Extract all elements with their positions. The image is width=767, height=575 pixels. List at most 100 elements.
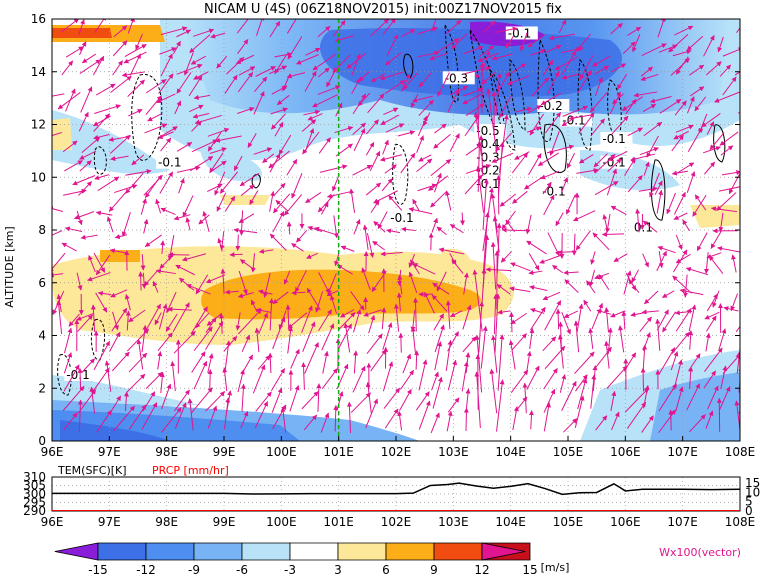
wind-vector: [416, 135, 424, 153]
wind-vector: [176, 72, 192, 94]
prcp-tick-label: 5: [745, 495, 753, 509]
wind-vector: [224, 289, 239, 295]
wind-vector: [696, 232, 708, 252]
wind-vector: [207, 183, 223, 192]
wind-vector: [379, 154, 403, 162]
wind-vector: [738, 410, 740, 414]
wind-vector: [353, 309, 362, 333]
wind-vector: [331, 174, 340, 192]
wind-vector: [447, 88, 460, 113]
wind-vector: [564, 279, 579, 293]
wind-vector: [573, 210, 596, 222]
x-tick-label: 108E: [725, 445, 756, 459]
wind-vector: [607, 158, 622, 173]
wind-vector: [95, 292, 108, 313]
sub-x-ticks: 96E 97E 98E 99E 100E 101E 102E 103E 104E 105E 106E…: [41, 515, 756, 529]
wind-vector: [136, 339, 144, 370]
wind-vector: [509, 286, 531, 293]
wind-vector: [590, 118, 605, 137]
wind-vector: [592, 55, 611, 67]
wind-vector: [635, 208, 641, 233]
wind-vector: [577, 69, 592, 94]
wind-vector: [604, 306, 610, 333]
chart-title: NICAM U (4S) (06Z18NOV2015) init:00Z17NO…: [204, 2, 562, 17]
wind-vector: [646, 135, 659, 158]
wind-vector: [124, 43, 147, 57]
wind-vector: [123, 391, 129, 411]
wind-vector: [641, 309, 659, 315]
wind-vector: [526, 350, 532, 374]
wind-vector: [207, 353, 214, 374]
wind-vector: [189, 156, 214, 172]
wind-vector: [472, 269, 483, 332]
wind-vector: [274, 121, 284, 137]
wind-vector: [511, 152, 528, 174]
colorbar-tick-label: 15: [522, 563, 537, 575]
colorbar-swatch: [193, 542, 243, 561]
colorbar-tick-label: 3: [334, 563, 342, 575]
wind-vector: [381, 307, 387, 330]
wind-vector: [705, 332, 711, 352]
wind-vector: [112, 311, 119, 331]
wind-vector: [465, 352, 471, 374]
wind-vector: [286, 158, 298, 176]
wind-vector: [656, 250, 667, 272]
wind-vector: [575, 374, 588, 392]
wind-vector: [543, 368, 558, 390]
wind-vector: [334, 126, 354, 134]
wind-vector: [370, 73, 386, 83]
wind-vector: [671, 170, 689, 176]
wind-vector: [193, 94, 211, 100]
colorbar-tick-label: -3: [284, 563, 296, 575]
wind-vector: [368, 314, 376, 334]
wind-vector: [712, 290, 720, 308]
wind-vector: [131, 154, 145, 166]
wind-vector: [380, 114, 400, 126]
wind-vector: [365, 182, 382, 196]
wind-vector: [640, 66, 653, 77]
wind-vector: [143, 269, 159, 287]
wind-vector: [719, 64, 732, 77]
wind-vector: [675, 253, 691, 264]
wind-vector: [675, 124, 694, 133]
wind-vector: [219, 231, 225, 251]
wind-vector: [79, 150, 97, 160]
wind-vector: [528, 270, 543, 276]
wind-vector: [408, 207, 433, 215]
wind-vector: [165, 313, 178, 332]
wind-vector: [367, 93, 385, 114]
wind-vector: [589, 91, 608, 113]
wind-vector: [718, 328, 727, 350]
wind-vector: [668, 33, 689, 53]
colorbar-swatch: [54, 542, 99, 561]
wind-vector: [158, 73, 174, 94]
wind-vector: [321, 368, 338, 390]
wind-vector: [254, 76, 268, 92]
wind-vector: [167, 306, 192, 312]
wind-vector: [183, 52, 194, 76]
wind-vector: [543, 194, 555, 216]
wind-vector: [611, 411, 620, 431]
wind-vector: [189, 34, 211, 53]
wind-vector: [397, 410, 403, 431]
wind-vector: [287, 312, 308, 329]
wind-vector: [382, 139, 389, 155]
wind-vector: [174, 402, 187, 429]
wind-vector: [253, 147, 273, 155]
wind-vector: [52, 206, 64, 212]
wind-vector: [64, 226, 83, 232]
wind-vector: [525, 214, 532, 235]
wind-vector: [495, 71, 510, 95]
wind-vector: [656, 189, 664, 214]
wind-vector: [463, 272, 469, 295]
wind-vector: [125, 310, 131, 331]
wind-vector: [61, 60, 74, 76]
wind-vector: [542, 181, 552, 195]
wind-vector: [736, 350, 740, 374]
wind-vector: [237, 39, 249, 55]
wind-vector: [480, 50, 491, 75]
wind-vector: [549, 131, 560, 156]
wind-vector: [627, 175, 643, 193]
wind-vector: [78, 181, 92, 196]
wind-vector: [172, 302, 190, 332]
